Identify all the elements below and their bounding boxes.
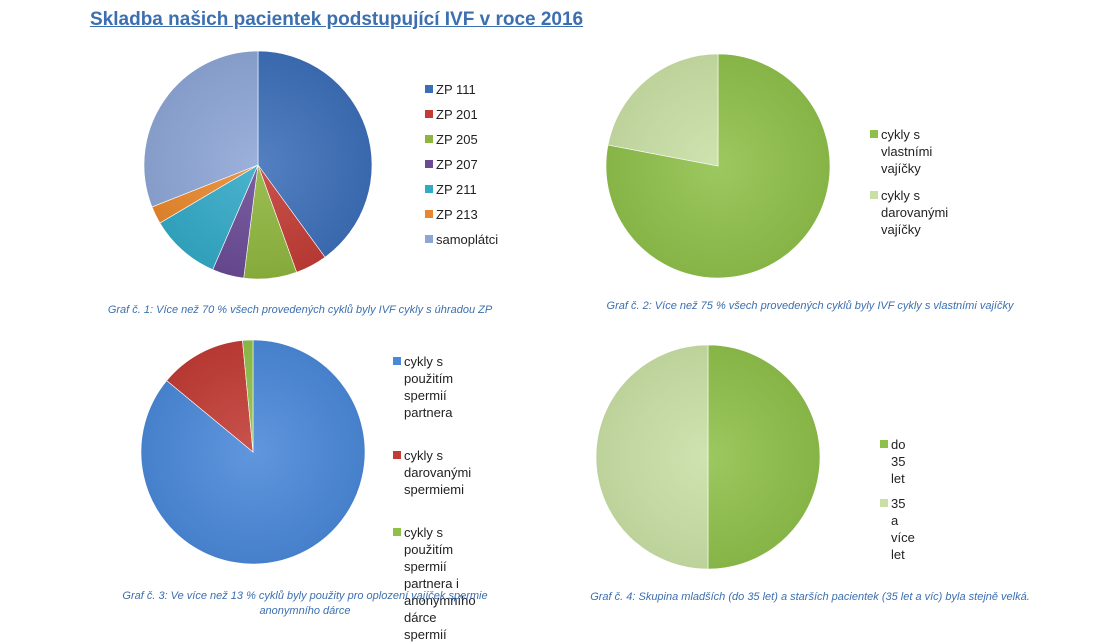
legend-label: ZP 205 bbox=[436, 131, 478, 148]
legend-label-line: ZP 213 bbox=[436, 207, 478, 222]
legend-item-35-a-vice-let: 35 a více let bbox=[880, 495, 915, 563]
caption-chart-4: Graf č. 4: Skupina mladších (do 35 let) … bbox=[540, 590, 1080, 605]
pie-slice-zp-211 bbox=[159, 164, 259, 271]
legend-item-zp-213: ZP 213 bbox=[425, 206, 498, 223]
legend-item-cykly-s-darovanymi-spermiemi: cykly s darovanými spermiemi bbox=[393, 447, 476, 498]
legend-label-line: spermií partnera bbox=[404, 388, 453, 420]
legend-label: cykly s použitím spermií partnera bbox=[404, 353, 476, 421]
legend-item-zp-207: ZP 207 bbox=[425, 156, 498, 173]
legend-label-line: samoplátci bbox=[436, 232, 499, 247]
legend-label-line: spermiemi bbox=[404, 482, 464, 497]
legend-insurance: ZP 111 ZP 201 ZP 205 ZP 207 ZP 211 ZP 213 samo… bbox=[425, 81, 498, 248]
legend-eggs: cykly s vlastními vajíčky cykly s darovaný… bbox=[870, 126, 948, 238]
legend-label: ZP 211 bbox=[436, 181, 477, 198]
legend-label-line: spermií bbox=[404, 627, 447, 642]
caption-chart-1: Graf č. 1: Více než 70 % všech provedený… bbox=[60, 303, 540, 318]
legend-swatch bbox=[425, 210, 433, 218]
legend-label: samoplátci bbox=[436, 231, 498, 248]
legend-item-cykly-s-pouzitim-spermii-partnera-i-anonymniho-darce-spermii: cykly s použitím spermií partnera i anonym… bbox=[393, 524, 476, 643]
legend-label-line: cykly s darovanými bbox=[881, 188, 949, 220]
legend-label-line: vajíčky bbox=[881, 222, 921, 237]
legend-swatch bbox=[880, 440, 888, 448]
legend-swatch bbox=[425, 135, 433, 143]
legend-label: ZP 201 bbox=[436, 106, 478, 123]
pie-slice-cykly-s-darovanymi-vajicky bbox=[607, 53, 719, 167]
caption-line: Graf č. 2: Více než 75 % všech provedený… bbox=[606, 300, 1014, 312]
legend-swatch bbox=[425, 85, 433, 93]
legend-label: cykly s darovanými vajíčky bbox=[881, 187, 948, 238]
pie-sperm bbox=[140, 339, 366, 565]
legend-label-line: ZP 211 bbox=[436, 182, 477, 197]
legend-item-samoplatci: samoplátci bbox=[425, 231, 498, 248]
legend-label: ZP 207 bbox=[436, 156, 478, 173]
legend-label: cykly s darovanými spermiemi bbox=[404, 447, 476, 498]
legend-label-line: 35 a více let bbox=[891, 496, 915, 562]
legend-item-zp-201: ZP 201 bbox=[425, 106, 498, 123]
caption-chart-2: Graf č. 2: Více než 75 % všech provedený… bbox=[540, 299, 1080, 314]
legend-label-line: ZP 207 bbox=[436, 157, 478, 172]
caption-line: Graf č. 4: Skupina mladších (do 35 let) … bbox=[590, 591, 1030, 603]
legend-swatch bbox=[425, 160, 433, 168]
caption-line: Graf č. 3: Ve více než 13 % cyklů byly p… bbox=[122, 590, 488, 602]
legend-item-cykly-s-pouzitim-spermii-partnera: cykly s použitím spermií partnera bbox=[393, 353, 476, 421]
legend-item-do-35-let: do 35 let bbox=[880, 436, 915, 487]
legend-swatch bbox=[425, 185, 433, 193]
pie-slice-35-a-vice-let bbox=[595, 344, 709, 570]
legend-item-zp-111: ZP 111 bbox=[425, 81, 498, 98]
legend-label: cykly s vlastními vajíčky bbox=[881, 126, 948, 177]
legend-sperm: cykly s použitím spermií partnera cykly s … bbox=[393, 353, 476, 643]
legend-item-cykly-s-vlastnimi-vajicky: cykly s vlastními vajíčky bbox=[870, 126, 948, 177]
legend-swatch bbox=[425, 235, 433, 243]
legend-item-cykly-s-darovanymi-vajicky: cykly s darovanými vajíčky bbox=[870, 187, 948, 238]
pie-slice-cykly-s-darovanymi-spermiemi bbox=[166, 340, 254, 453]
pie-slice-zp-111 bbox=[257, 50, 373, 258]
caption-line: Graf č. 1: Více než 70 % všech provedený… bbox=[107, 304, 493, 316]
legend-label: ZP 111 bbox=[436, 81, 476, 98]
legend-swatch bbox=[425, 110, 433, 118]
legend-label-line: vajíčky bbox=[881, 161, 921, 176]
legend-item-zp-211: ZP 211 bbox=[425, 181, 498, 198]
pie-slice-samoplatci bbox=[143, 50, 259, 208]
legend-swatch bbox=[393, 451, 401, 459]
legend-swatch bbox=[880, 499, 888, 507]
legend-swatch bbox=[393, 528, 401, 536]
legend-label-line: ZP 201 bbox=[436, 107, 478, 122]
legend-label-line: anonymního dárce bbox=[404, 593, 476, 625]
legend-label-line: ZP 205 bbox=[436, 132, 478, 147]
legend-label-line: do 35 let bbox=[891, 437, 906, 486]
pie-eggs bbox=[605, 53, 831, 279]
legend-label: cykly s použitím spermií partnera i anonym… bbox=[404, 524, 476, 643]
legend-label: ZP 213 bbox=[436, 206, 478, 223]
caption-chart-3: Graf č. 3: Ve více než 13 % cyklů byly p… bbox=[80, 589, 530, 619]
legend-label: 35 a více let bbox=[891, 495, 915, 563]
legend-item-zp-205: ZP 205 bbox=[425, 131, 498, 148]
legend-swatch bbox=[393, 357, 401, 365]
caption-line: anonymního dárce bbox=[259, 605, 351, 617]
legend-label: do 35 let bbox=[891, 436, 915, 487]
pie-insurance bbox=[143, 50, 373, 280]
legend-label-line: cykly s použitím bbox=[404, 525, 454, 557]
page-title: Skladba našich pacientek podstupující IV… bbox=[90, 9, 584, 30]
pie-slice-do-35-let bbox=[707, 344, 821, 570]
legend-label-line: cykly s darovanými bbox=[404, 448, 472, 480]
legend-label-line: spermií partnera i bbox=[404, 559, 459, 591]
legend-age: do 35 let 35 a více let bbox=[880, 436, 915, 563]
legend-label-line: ZP 111 bbox=[436, 82, 476, 97]
legend-label-line: cykly s použitím bbox=[404, 354, 454, 386]
pie-age bbox=[595, 344, 821, 570]
legend-label-line: cykly s vlastními bbox=[881, 127, 933, 159]
legend-swatch bbox=[870, 191, 878, 199]
pie-slice-cykly-s-pouzitim-spermii-partnera-i-anonymniho-darce-spermii bbox=[242, 339, 254, 453]
legend-swatch bbox=[870, 130, 878, 138]
